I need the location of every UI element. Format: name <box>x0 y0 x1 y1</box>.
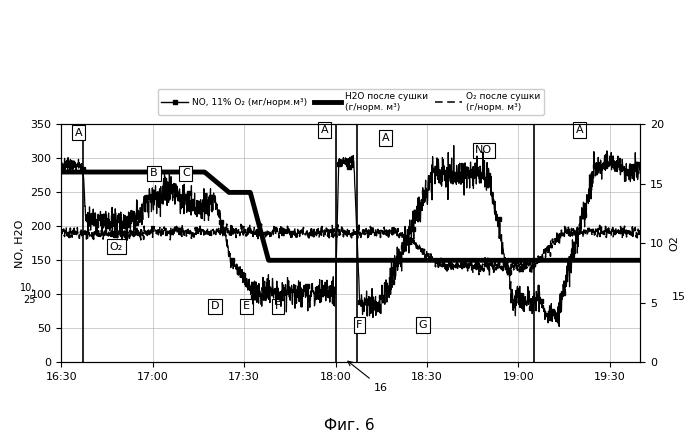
Text: A: A <box>575 125 583 135</box>
Text: 16: 16 <box>348 361 388 393</box>
Text: 10,
25: 10, 25 <box>20 284 36 305</box>
Text: F: F <box>275 302 282 312</box>
Y-axis label: O2: O2 <box>670 236 679 251</box>
Text: 30: 30 <box>0 436 1 437</box>
Text: O₂: O₂ <box>110 242 123 252</box>
Text: A: A <box>75 128 82 138</box>
Text: G: G <box>419 320 428 330</box>
Text: C: C <box>182 168 189 178</box>
Text: D: D <box>210 302 219 312</box>
Y-axis label: NO, H2O: NO, H2O <box>15 219 25 267</box>
Text: Фиг. 6: Фиг. 6 <box>324 418 375 433</box>
Legend: NO, 11% O₂ (мг/норм.м³), H2O после сушки
(г/норм. м³), O₂ после сушки
(г/норм. м: NO, 11% O₂ (мг/норм.м³), H2O после сушки… <box>158 89 544 115</box>
Text: A: A <box>321 125 329 135</box>
Text: A: A <box>382 133 389 143</box>
Text: NO: NO <box>475 145 493 155</box>
Text: 15: 15 <box>672 292 686 302</box>
Text: B: B <box>150 168 158 178</box>
Text: F: F <box>356 320 363 330</box>
Text: E: E <box>243 302 250 312</box>
